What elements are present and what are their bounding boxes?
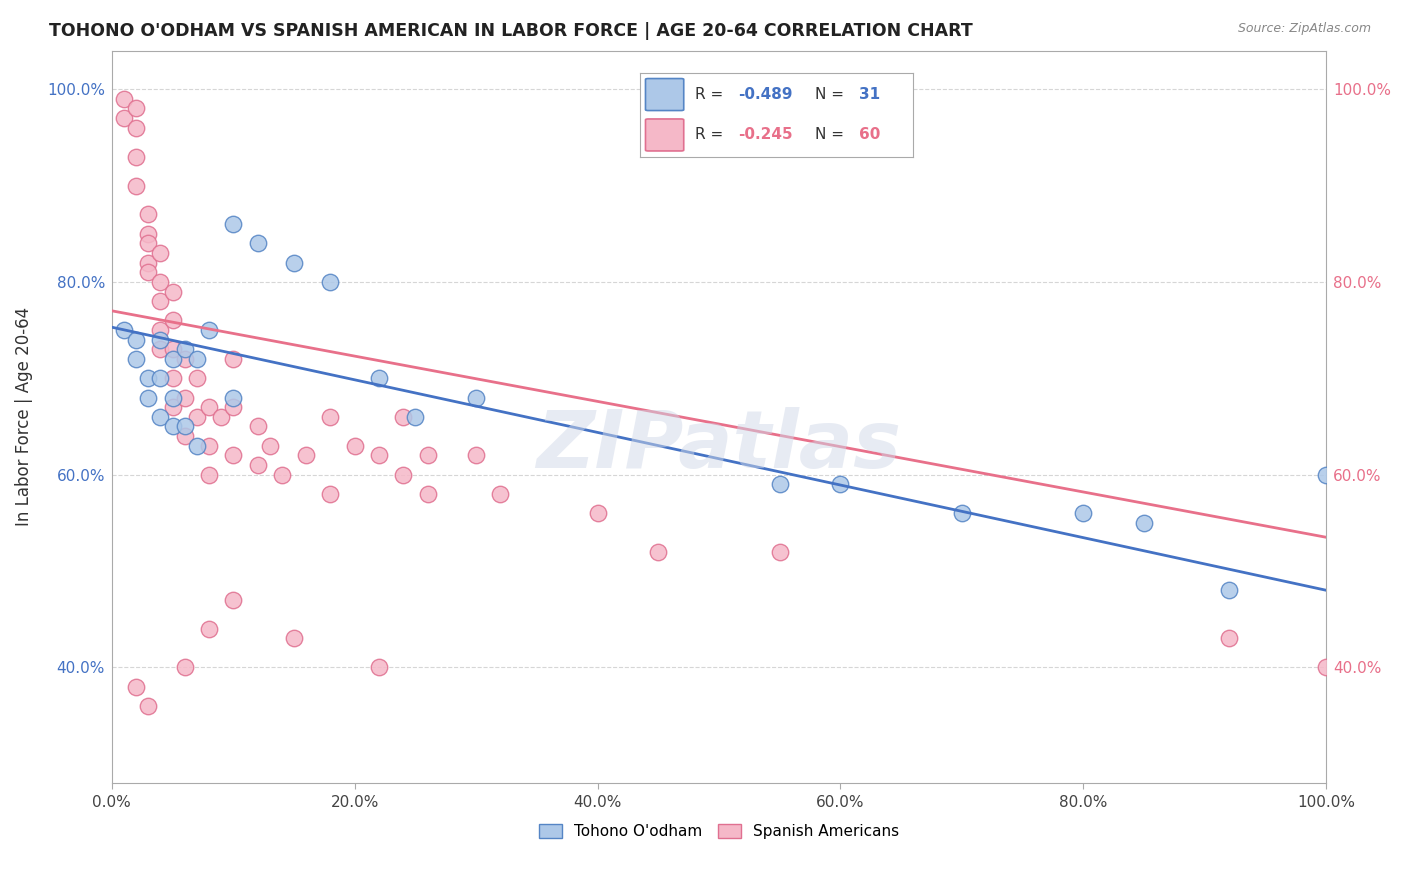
Point [1218,583,1240,598]
Point [465,391,488,405]
Point [1218,632,1240,646]
Y-axis label: In Labor Force | Age 20-64: In Labor Force | Age 20-64 [15,307,32,526]
Point [136,227,159,241]
Point [198,622,221,636]
Point [149,333,172,347]
Point [186,371,208,385]
Point [162,313,184,327]
Point [125,150,148,164]
Point [246,236,269,251]
Point [769,544,792,558]
Point [319,487,342,501]
Point [149,294,172,309]
Point [149,246,172,260]
Point [173,351,195,366]
Point [198,439,221,453]
Point [404,409,426,424]
Point [343,439,366,453]
Point [112,111,135,125]
Point [162,285,184,299]
Point [162,351,184,366]
Point [136,236,159,251]
Point [125,178,148,193]
Point [319,275,342,289]
Point [198,467,221,482]
Point [136,255,159,269]
Point [173,343,195,357]
Point [283,632,305,646]
Point [186,409,208,424]
Point [162,343,184,357]
Point [162,371,184,385]
Point [283,255,305,269]
Point [125,351,148,366]
Point [186,439,208,453]
Point [392,467,415,482]
Point [1315,660,1337,674]
Point [368,371,391,385]
Point [173,419,195,434]
Point [270,467,292,482]
Point [136,265,159,279]
Text: ZIPatlas: ZIPatlas [537,407,901,485]
Point [368,448,391,462]
Point [112,323,135,337]
Point [830,477,852,491]
Point [416,448,439,462]
Point [222,448,245,462]
Point [647,544,669,558]
Point [489,487,512,501]
Point [209,409,232,424]
Point [392,409,415,424]
Point [173,391,195,405]
Point [769,477,792,491]
Point [186,351,208,366]
Text: TOHONO O'ODHAM VS SPANISH AMERICAN IN LABOR FORCE | AGE 20-64 CORRELATION CHART: TOHONO O'ODHAM VS SPANISH AMERICAN IN LA… [49,22,973,40]
Point [136,698,159,713]
Point [1071,506,1094,520]
Point [125,680,148,694]
Point [416,487,439,501]
Point [222,400,245,414]
Point [198,400,221,414]
Point [125,333,148,347]
Point [198,323,221,337]
Point [112,92,135,106]
Point [950,506,973,520]
Point [295,448,318,462]
Point [125,102,148,116]
Point [246,419,269,434]
Point [222,593,245,607]
Point [368,660,391,674]
Point [222,391,245,405]
Point [162,419,184,434]
Point [149,409,172,424]
Point [149,343,172,357]
Legend: Tohono O'odham, Spanish Americans: Tohono O'odham, Spanish Americans [533,818,905,846]
Point [173,660,195,674]
Text: Source: ZipAtlas.com: Source: ZipAtlas.com [1237,22,1371,36]
Point [319,409,342,424]
Point [136,207,159,221]
Point [222,351,245,366]
Point [222,217,245,231]
Point [173,429,195,443]
Point [149,323,172,337]
Point [125,120,148,135]
Point [162,400,184,414]
Point [149,275,172,289]
Point [586,506,609,520]
Point [162,391,184,405]
Point [149,371,172,385]
Point [1315,467,1337,482]
Point [246,458,269,472]
Point [259,439,281,453]
Point [136,391,159,405]
Point [136,371,159,385]
Point [465,448,488,462]
Point [1133,516,1156,530]
